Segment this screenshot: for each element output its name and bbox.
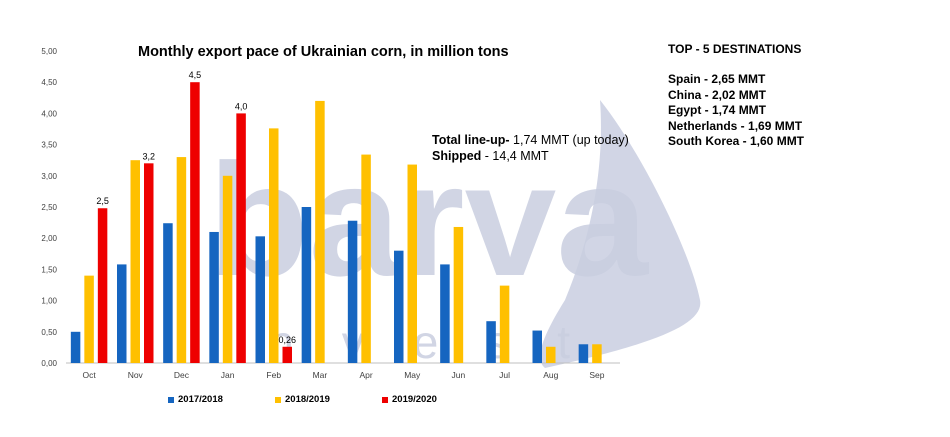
destination-item: South Korea - 1,60 MMT <box>668 134 805 148</box>
bar-2019-2020-dec <box>190 82 200 363</box>
legend-item: 2017/2018 <box>168 394 223 405</box>
y-tick-label: 0,00 <box>41 359 57 368</box>
y-tick-label: 3,00 <box>41 172 57 181</box>
y-tick-label: 2,00 <box>41 234 57 243</box>
shipped-annotation: Shipped - 14,4 MMT <box>432 149 549 163</box>
x-tick-label: Jan <box>221 370 235 380</box>
destinations-title: TOP - 5 DESTINATIONS <box>668 42 802 56</box>
data-label: 4,5 <box>189 70 202 80</box>
legend-label: 2017/2018 <box>178 394 223 405</box>
bar-2017-2018-jan <box>209 231 219 363</box>
bar-2017-2018-apr <box>347 220 358 363</box>
shipped-label: Shipped <box>432 149 482 163</box>
x-tick-label: Dec <box>174 370 190 380</box>
data-label: 4,0 <box>235 101 248 111</box>
bar-2019-2020-oct <box>97 208 108 363</box>
destination-item: Egypt - 1,74 MMT <box>668 103 767 117</box>
bar-2019-2020-nov <box>144 163 154 363</box>
legend-label: 2019/2020 <box>392 394 437 405</box>
bars <box>70 82 602 364</box>
y-tick-label: 0,50 <box>41 328 57 337</box>
bar-2019-2020-feb <box>282 346 292 363</box>
sail-icon <box>540 100 701 368</box>
bar-2017-2018-feb <box>255 236 265 363</box>
bar-2018-2019-may <box>407 164 417 363</box>
legend-label: 2018/2019 <box>285 394 330 405</box>
bar-2018-2019-jun <box>453 226 464 363</box>
bar-2018-2019-dec <box>176 157 187 363</box>
x-tick-label: Nov <box>128 370 144 380</box>
bar-2018-2019-jan <box>222 175 233 363</box>
legend-swatch <box>382 396 388 403</box>
bar-2017-2018-mar <box>301 207 312 363</box>
destination-item: Netherlands - 1,69 MMT <box>668 118 803 133</box>
x-tick-label: Jun <box>452 370 466 380</box>
watermark-brand: barva <box>208 130 649 309</box>
bar-2018-2019-jul <box>499 285 510 363</box>
x-tick-label: Apr <box>359 370 372 380</box>
x-tick-label: Mar <box>313 370 328 380</box>
bar-2018-2019-sep <box>592 344 602 363</box>
legend-swatch <box>168 396 174 403</box>
bar-2017-2018-dec <box>163 223 173 363</box>
bar-2019-2020-jan <box>236 113 246 364</box>
bar-2017-2018-aug <box>532 330 542 363</box>
bar-2018-2019-apr <box>361 154 371 363</box>
x-tick-label: Sep <box>589 370 604 380</box>
y-tick-label: 4,00 <box>41 109 57 118</box>
bar-2017-2018-oct <box>70 331 81 363</box>
bar-2017-2018-sep <box>578 344 589 363</box>
destination-item: Spain - 2,65 MMT <box>668 72 766 86</box>
data-labels: 2,5 3,2 4,5 4,0 0,26 <box>96 70 296 345</box>
bar-2017-2018-nov <box>117 264 127 363</box>
line-up-annotation: Total line-up- 1,74 MMT (up today) <box>432 133 629 147</box>
x-tick-label: Feb <box>266 370 281 380</box>
y-tick-label: 4,50 <box>41 78 57 87</box>
chart-legend: 2017/2018 2018/2019 2019/2020 <box>0 394 950 410</box>
bar-2017-2018-may <box>394 250 404 363</box>
y-tick-label: 3,50 <box>41 141 57 150</box>
legend-swatch <box>275 396 281 403</box>
destinations-panel: TOP - 5 DESTINATIONS Spain - 2,65 MMT Ch… <box>668 42 804 150</box>
bar-2017-2018-jun <box>440 264 450 363</box>
y-tick-label: 1,00 <box>41 297 57 306</box>
bar-2018-2019-feb <box>269 128 279 363</box>
x-tick-label: May <box>404 370 421 380</box>
bar-2018-2019-nov <box>130 160 140 363</box>
data-label: 0,26 <box>278 335 296 345</box>
y-tick-label: 2,50 <box>41 203 57 212</box>
legend-item: 2019/2020 <box>382 394 437 405</box>
x-tick-label: Oct <box>82 370 96 380</box>
destination-item: China - 2,02 MMT <box>668 87 767 102</box>
data-label: 3,2 <box>142 151 155 161</box>
axes: 0,000,501,001,502,002,503,003,504,004,50… <box>41 47 620 380</box>
x-tick-label: Aug <box>543 370 558 380</box>
bar-2018-2019-oct <box>84 275 94 363</box>
data-label: 2,5 <box>96 196 109 206</box>
x-tick-label: Jul <box>499 370 510 380</box>
line-up-label: Total line-up- <box>432 133 510 147</box>
y-tick-label: 1,50 <box>41 265 57 274</box>
line-up-value: 1,74 MMT (up today) <box>509 133 629 147</box>
y-tick-label: 5,00 <box>41 47 57 56</box>
chart-title: Monthly export pace of Ukrainian corn, i… <box>138 44 509 60</box>
legend-item: 2018/2019 <box>275 394 330 405</box>
bar-2018-2019-mar <box>315 100 325 364</box>
bar-2018-2019-aug <box>546 346 556 363</box>
bar-2017-2018-jul <box>486 321 496 363</box>
shipped-value: - 14,4 MMT <box>481 149 549 163</box>
